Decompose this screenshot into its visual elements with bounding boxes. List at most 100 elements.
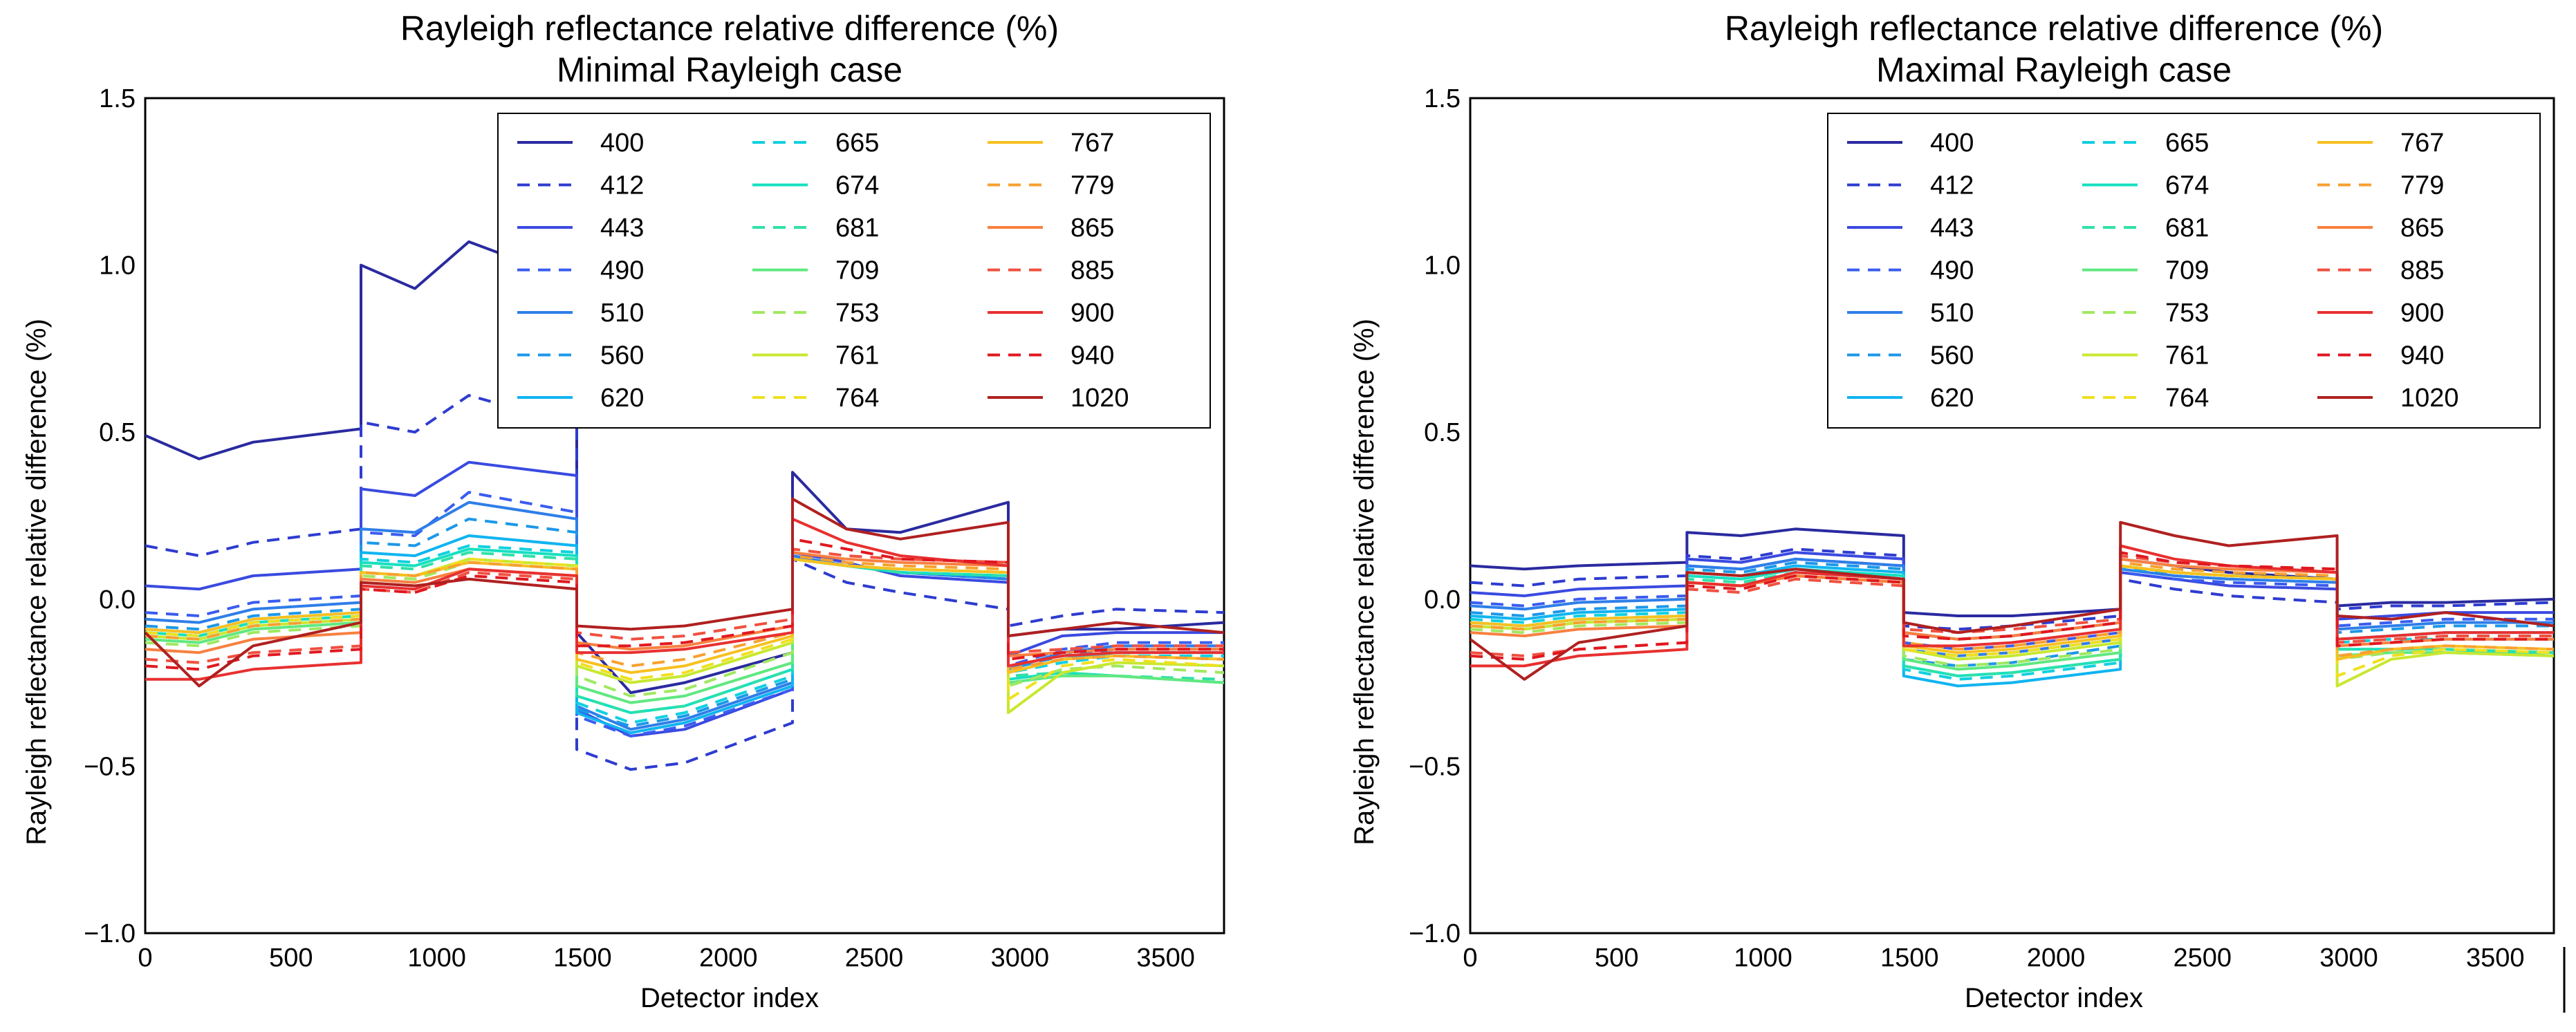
- legend-label: 665: [2165, 129, 2209, 158]
- legend-entry-761: 761: [2082, 341, 2209, 370]
- legend-entry-940: 940: [988, 341, 1114, 370]
- legend-label: 400: [1930, 129, 1974, 158]
- legend-entry-709: 709: [752, 256, 879, 285]
- legend: 400 412 443 490 510 560 620 665 674 681 709 753 761 7…: [497, 113, 1211, 429]
- legend-entry-560: 560: [1847, 341, 1974, 370]
- legend-entry-1020: 1020: [2317, 384, 2459, 413]
- legend-entry-510: 510: [1847, 299, 1974, 328]
- legend-label: 665: [835, 129, 879, 158]
- x-tick-label: 3000: [991, 944, 1050, 973]
- y-tick-label: 0.0: [1424, 585, 1461, 614]
- legend-label: 767: [2400, 129, 2444, 158]
- y-tick-label: 1.0: [99, 252, 136, 281]
- legend-label: 709: [2165, 256, 2209, 285]
- x-tick-label: 3500: [2466, 944, 2525, 973]
- legend-entry-620: 620: [1847, 384, 1974, 413]
- x-tick-label: 1500: [1880, 944, 1939, 973]
- x-tick-label: 0: [1463, 944, 1477, 973]
- x-tick-label: 500: [269, 944, 313, 973]
- legend-entry-761: 761: [752, 341, 879, 370]
- legend-entry-510: 510: [517, 299, 644, 328]
- chart-minimal-rayleigh: Rayleigh reflectance relative difference…: [21, 9, 1225, 1013]
- legend-entry-681: 681: [752, 214, 879, 243]
- legend-entry-767: 767: [2317, 129, 2444, 158]
- legend-entry-412: 412: [517, 171, 644, 200]
- y-tick-label: 0.5: [1424, 418, 1461, 447]
- chart-subtitle: Maximal Rayleigh case: [1876, 50, 2232, 89]
- x-axis-label: Detector index: [1965, 983, 2143, 1013]
- legend-label: 681: [2165, 214, 2209, 243]
- y-axis-label: Rayleigh reflectance relative difference…: [1349, 319, 1380, 845]
- legend-entry-560: 560: [517, 341, 644, 370]
- y-tick-label: 1.5: [1424, 84, 1461, 113]
- legend: 400 412 443 490 510 560 620 665 674 681 709 753 761 7…: [1827, 113, 2541, 429]
- series-line-753: [1470, 564, 2554, 668]
- legend-label: 761: [835, 341, 879, 370]
- y-tick-label: 0.0: [99, 585, 136, 614]
- legend-entry-753: 753: [2082, 299, 2209, 328]
- x-tick-label: 2000: [2027, 944, 2086, 973]
- legend-entry-885: 885: [988, 256, 1114, 285]
- y-tick-label: −1.0: [84, 919, 136, 948]
- legend-entry-709: 709: [2082, 256, 2209, 285]
- legend-label: 490: [1930, 256, 1974, 285]
- legend-label: 400: [600, 129, 644, 158]
- series-line-940: [1470, 551, 2554, 661]
- legend-label: 865: [1071, 214, 1114, 243]
- legend-entry-764: 764: [2082, 384, 2209, 413]
- y-tick-label: 0.5: [99, 418, 136, 447]
- y-tick-label: −0.5: [1409, 752, 1461, 781]
- chart-maximal-rayleigh: Rayleigh reflectance relative difference…: [1349, 9, 2555, 1013]
- legend-entry-779: 779: [2317, 171, 2444, 200]
- x-tick-label: 1000: [407, 944, 466, 973]
- legend-entry-940: 940: [2317, 341, 2444, 370]
- series-lines: [145, 240, 1224, 771]
- legend-label: 940: [1071, 341, 1114, 370]
- x-tick-label: 0: [138, 944, 152, 973]
- legend-label: 674: [835, 171, 879, 200]
- legend-box: [497, 113, 1211, 429]
- legend-entry-753: 753: [752, 299, 879, 328]
- legend-label: 510: [1930, 299, 1974, 328]
- legend-label: 674: [2165, 171, 2209, 200]
- legend-entry-490: 490: [517, 256, 644, 285]
- legend-label: 753: [835, 299, 879, 328]
- x-tick-label: 2500: [2174, 944, 2232, 973]
- x-tick-label: 3000: [2319, 944, 2378, 973]
- y-tick-label: −0.5: [84, 752, 136, 781]
- y-tick-label: 1.0: [1424, 252, 1461, 281]
- series-line-1020: [145, 497, 1224, 688]
- legend-entry-681: 681: [2082, 214, 2209, 243]
- legend-entry-674: 674: [752, 171, 879, 200]
- legend-label: 900: [2400, 299, 2444, 328]
- x-tick-label: 1000: [1734, 944, 1792, 973]
- x-axis-label: Detector index: [640, 983, 819, 1013]
- legend-entry-885: 885: [2317, 256, 2444, 285]
- legend-label: 443: [600, 214, 644, 243]
- chart-title: Rayleigh reflectance relative difference…: [1725, 9, 2383, 48]
- legend-entry-443: 443: [517, 214, 644, 243]
- legend-entry-764: 764: [752, 384, 879, 413]
- legend-label: 764: [2165, 384, 2209, 413]
- legend-entry-443: 443: [1847, 214, 1974, 243]
- legend-label: 709: [835, 256, 879, 285]
- series-line-1020: [1470, 520, 2554, 681]
- legend-label: 885: [1071, 256, 1114, 285]
- legend-label: 1020: [2400, 384, 2459, 413]
- legend-label: 412: [600, 171, 644, 200]
- x-tick-label: 2500: [845, 944, 904, 973]
- legend-entry-400: 400: [1847, 129, 1974, 158]
- legend-entry-620: 620: [517, 384, 644, 413]
- legend-entry-900: 900: [988, 299, 1114, 328]
- series-lines: [1470, 520, 2554, 688]
- legend-label: 620: [1930, 384, 1974, 413]
- legend-entry-865: 865: [988, 214, 1114, 243]
- legend-label: 681: [835, 214, 879, 243]
- x-tick-label: 3500: [1136, 944, 1195, 973]
- legend-entry-665: 665: [752, 129, 879, 158]
- legend-label: 764: [835, 384, 879, 413]
- y-axis-label: Rayleigh reflectance relative difference…: [21, 319, 52, 845]
- legend-label: 443: [1930, 214, 1974, 243]
- legend-label: 560: [1930, 341, 1974, 370]
